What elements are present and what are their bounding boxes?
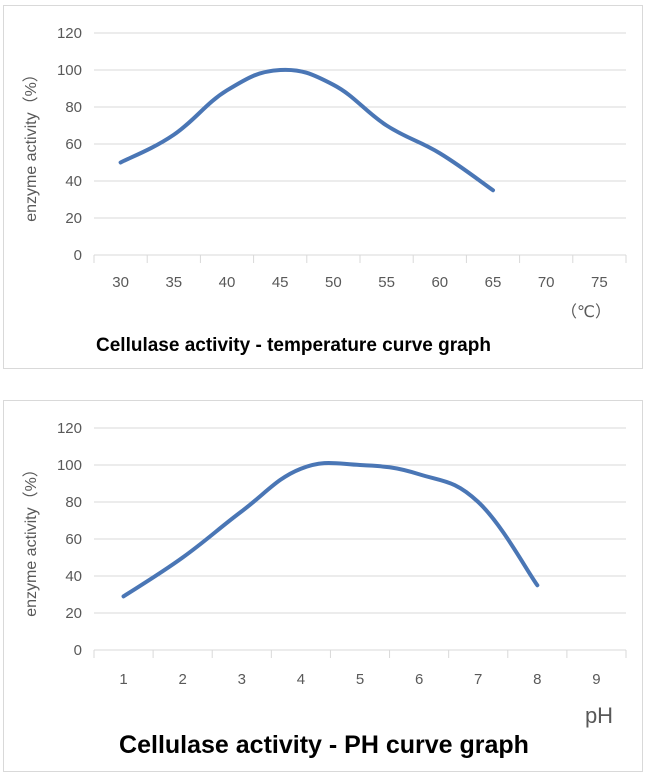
ph-chart: 0 20 40 60 80 100 120 1 2 3 4 5 6 7 8 9 enzyme activity（… [22, 420, 627, 759]
ph-y-tick-label: 80 [65, 494, 82, 511]
ph-y-tick-label: 100 [57, 457, 82, 474]
temperature-x-tick-label: 40 [219, 274, 236, 291]
temperature-y-tick-label: 40 [65, 173, 82, 190]
temperature-y-tick-label: 100 [57, 62, 82, 79]
ph-y-tick-label: 20 [65, 605, 82, 622]
ph-x-tick-label: 7 [474, 671, 482, 688]
temperature-y-tick-label: 20 [65, 210, 82, 227]
ph-x-tick-label: 6 [415, 671, 423, 688]
ph-y-tick-label: 40 [65, 568, 82, 585]
temperature-x-tick-label: 45 [272, 274, 289, 291]
ph-y-tick-label: 120 [57, 420, 82, 437]
ph-x-tick-label: 3 [238, 671, 246, 688]
temperature-x-tick-label: 35 [165, 274, 182, 291]
temperature-y-tick-label: 60 [65, 136, 82, 153]
ph-x-unit-label: pH [585, 703, 613, 728]
ph-chart-title: Cellulase activity - PH curve graph [119, 731, 529, 759]
temperature-series-line [118, 67, 495, 193]
temperature-chart: 0 20 40 60 80 100 120 30 35 40 45 50 55 60 65 70 75 enzym… [22, 25, 627, 356]
temperature-x-tick-label: 50 [325, 274, 342, 291]
temperature-y-tick-label: 80 [65, 99, 82, 116]
ph-series-line [121, 460, 540, 599]
ph-y-tick-label: 60 [65, 531, 82, 548]
temperature-y-tick-label: 0 [74, 247, 82, 264]
temperature-x-tick-label: 60 [431, 274, 448, 291]
ph-y-axis-title: enzyme activity（%） [22, 461, 40, 617]
temperature-x-tick-label: 55 [378, 274, 395, 291]
temperature-y-tick-label: 120 [57, 25, 82, 42]
temperature-chart-title: Cellulase activity - temperature curve g… [96, 335, 491, 356]
ph-x-tick-label: 4 [297, 671, 305, 688]
ph-x-tick-label: 5 [356, 671, 364, 688]
ph-chart-panel: 0 20 40 60 80 100 120 1 2 3 4 5 6 7 8 9 enzyme activity（… [3, 400, 643, 772]
ph-x-tick-label: 2 [178, 671, 186, 688]
ph-x-tick-label: 1 [119, 671, 127, 688]
temperature-y-axis-title: enzyme activity（%） [22, 66, 40, 222]
temperature-x-unit-label: （℃） [561, 303, 611, 321]
temperature-x-tick-label: 70 [538, 274, 555, 291]
ph-x-tick-label: 8 [533, 671, 541, 688]
temperature-x-tick-label: 65 [485, 274, 502, 291]
ph-y-tick-label: 0 [74, 642, 82, 659]
temperature-x-tick-label: 30 [112, 274, 129, 291]
ph-x-tick-label: 9 [592, 671, 600, 688]
temperature-chart-panel: 0 20 40 60 80 100 120 30 35 40 45 50 55 60 65 70 75 enzym… [3, 5, 643, 369]
temperature-x-tick-label: 75 [591, 274, 608, 291]
